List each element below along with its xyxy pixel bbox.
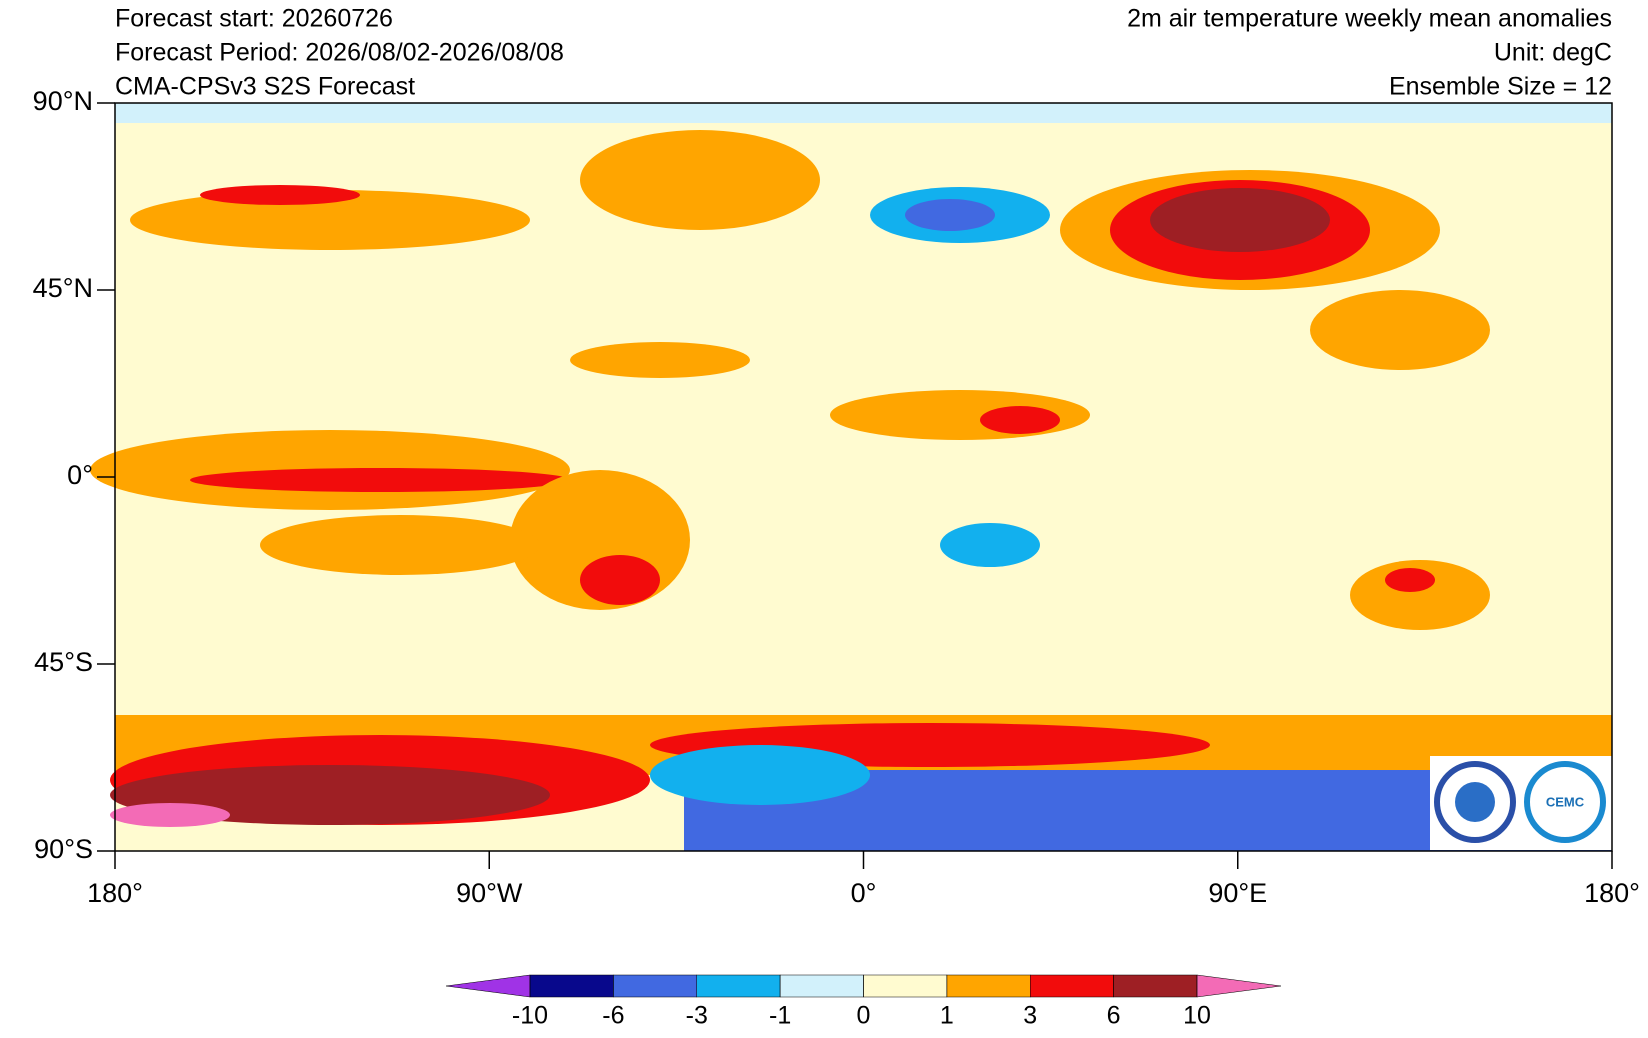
blob [1310, 290, 1490, 370]
header-right: Ensemble Size = 12 [1389, 73, 1612, 101]
colorbar-label: 1 [940, 1002, 954, 1030]
header-left: CMA-CPSv3 S2S Forecast [115, 73, 415, 101]
x-tick-label: 0° [851, 878, 877, 908]
colorbar-label: 0 [857, 1002, 871, 1030]
header-left: Forecast Period: 2026/08/02-2026/08/08 [115, 39, 564, 67]
colorbar-bin [863, 974, 948, 998]
blob [260, 515, 540, 575]
colorbar-label: -3 [686, 1002, 708, 1030]
logo-cemc [1524, 761, 1606, 843]
colorbar-high [1196, 974, 1282, 998]
colorbar-bin [946, 974, 1031, 998]
colorbar-bin [613, 974, 697, 998]
blob [110, 803, 230, 827]
blob [130, 190, 530, 250]
x-tick-label: 180° [1584, 878, 1640, 908]
header-right: 2m air temperature weekly mean anomalies [1127, 5, 1612, 33]
logo-cma-inner [1455, 782, 1495, 822]
y-tick-label: 0° [67, 460, 93, 490]
y-tick-label: 90°N [33, 86, 93, 116]
header-right: Unit: degC [1494, 39, 1612, 67]
colorbar-bin [1030, 974, 1114, 998]
x-tick-label: 180° [87, 878, 143, 908]
anomaly-field: CEMC [90, 103, 1612, 851]
colorbar-label: -1 [769, 1002, 791, 1030]
x-tick-label: 90°W [456, 878, 523, 908]
colorbar-low [445, 974, 531, 998]
blob [200, 185, 360, 205]
blob [190, 468, 570, 492]
colorbar-label: -6 [602, 1002, 624, 1030]
blob [980, 406, 1060, 434]
y-tick-label: 45°N [33, 273, 93, 303]
blob [905, 199, 995, 231]
x-tick-label: 90°E [1208, 878, 1267, 908]
colorbar-label: 6 [1107, 1002, 1121, 1030]
blob [580, 130, 820, 230]
header-left: Forecast start: 20260726 [115, 5, 393, 33]
blob [580, 555, 660, 605]
logo-text: CEMC [1546, 794, 1585, 809]
blob [1385, 568, 1435, 592]
arctic-band [115, 103, 1612, 123]
blob [1350, 560, 1490, 630]
y-tick-label: 90°S [34, 834, 93, 864]
colorbar-bin [529, 974, 614, 998]
blob [570, 342, 750, 378]
colorbar-bin [779, 974, 864, 998]
blob [940, 523, 1040, 567]
blob [1150, 188, 1330, 252]
y-tick-label: 45°S [34, 647, 93, 677]
colorbar-label: -10 [512, 1002, 548, 1030]
colorbar-bin [696, 974, 781, 998]
colorbar-bin [1113, 974, 1198, 998]
blob [650, 745, 870, 805]
colorbar-label: 3 [1023, 1002, 1037, 1030]
colorbar-label: 10 [1183, 1002, 1211, 1030]
